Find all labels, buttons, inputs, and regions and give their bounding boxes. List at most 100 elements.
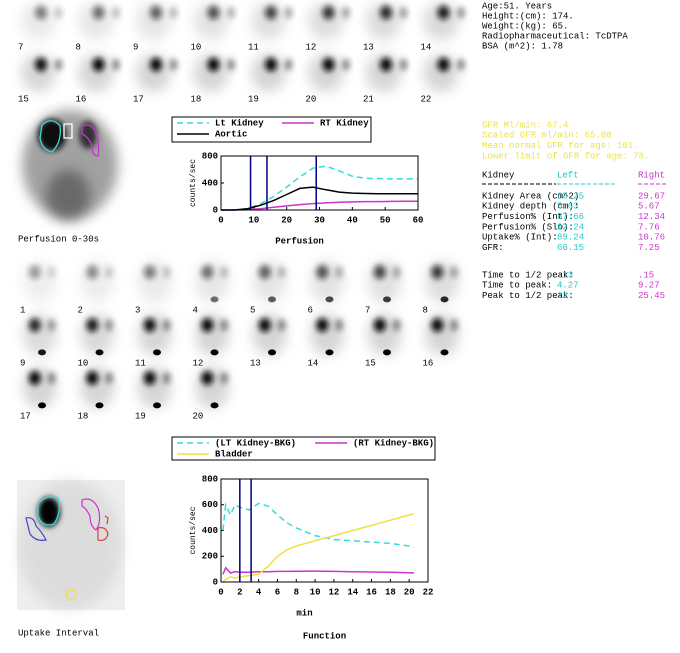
frame-image <box>193 2 235 40</box>
x-tick-label: 60 <box>413 215 424 225</box>
table-cell: Perfusion% (Slo): <box>482 222 574 232</box>
uptake-image <box>17 480 125 610</box>
table-cell: 63.25 <box>557 191 584 201</box>
series-line <box>222 502 415 548</box>
frame-label: 17 <box>133 94 144 104</box>
y-tick-label: 400 <box>202 178 218 188</box>
blob <box>150 5 162 20</box>
frame-image <box>366 54 408 92</box>
blob <box>322 5 335 20</box>
blob <box>325 296 334 303</box>
frame-label: 13 <box>250 358 261 368</box>
frame-image <box>251 2 293 40</box>
x-tick-label: 0 <box>218 215 223 225</box>
blob <box>227 58 235 71</box>
blob <box>162 266 171 279</box>
blob <box>284 58 293 71</box>
frame-label: 7 <box>18 42 23 52</box>
table-cell: Kidney Area (cm^2) <box>482 191 579 201</box>
x-tick-label: 40 <box>347 215 358 225</box>
blob <box>373 265 386 280</box>
blob <box>392 266 401 279</box>
legend-label: (RT Kidney-BKG) <box>353 438 434 448</box>
blob <box>112 58 120 71</box>
series-line <box>222 566 414 575</box>
blob <box>268 296 276 303</box>
frame-label: 19 <box>135 411 146 421</box>
frame-label: 16 <box>76 94 87 104</box>
frame-label: 15 <box>365 358 376 368</box>
y-tick-label: 800 <box>202 151 218 161</box>
blob <box>308 54 344 92</box>
table-cell: Uptake% (Int): <box>482 233 558 243</box>
blob <box>28 371 41 386</box>
frame-image <box>193 54 235 92</box>
frame-label: 10 <box>78 358 89 368</box>
blob <box>316 265 329 280</box>
frame-image <box>80 366 114 409</box>
blob <box>383 349 391 356</box>
blob <box>457 58 465 71</box>
frame-image <box>195 260 229 303</box>
plot-frame <box>220 478 429 583</box>
frame-image <box>21 54 63 92</box>
table-cell: .15 <box>638 270 654 280</box>
table-cell: 29.67 <box>638 191 665 201</box>
frame-label: 20 <box>193 411 204 421</box>
y-tick-label: 0 <box>213 205 218 215</box>
frame-label: 8 <box>423 305 428 315</box>
blob <box>47 372 56 385</box>
frame-image <box>22 313 57 356</box>
frame-image <box>22 260 57 303</box>
frame-image <box>251 54 293 92</box>
table-cell: 9.27 <box>638 281 660 291</box>
blob <box>342 58 350 71</box>
blob <box>210 296 219 303</box>
blob <box>440 296 449 303</box>
frame-label: 2 <box>78 305 83 315</box>
blob <box>277 266 286 279</box>
table-cell: 4.27 <box>557 281 579 291</box>
table-cell: .13 <box>557 270 573 280</box>
x-tick-label: 8 <box>294 587 299 597</box>
frame-image <box>80 313 114 356</box>
blob <box>35 5 47 20</box>
frame-image <box>80 260 114 303</box>
table-cell: 12. <box>557 291 573 301</box>
blob <box>210 402 219 409</box>
blob <box>316 318 329 333</box>
frame-image <box>308 54 350 92</box>
perfusion-image <box>17 110 125 225</box>
blob <box>380 57 392 72</box>
patient-info: Age:51. Years <box>482 1 552 11</box>
image-caption: Perfusion 0-30s <box>18 234 99 244</box>
gfr-summary: Lower limit of GFR for age: 78. <box>482 151 649 161</box>
blob <box>437 57 450 72</box>
frame-label: 18 <box>78 411 89 421</box>
blob <box>431 318 444 333</box>
frame-label: 3 <box>135 305 140 315</box>
table-cell: 5.63 <box>557 202 579 212</box>
frame-label: 16 <box>423 358 434 368</box>
frame-image <box>425 313 459 356</box>
frame-image <box>195 366 229 409</box>
blob <box>335 266 344 279</box>
legend-label: Aortic <box>215 129 247 139</box>
legend-box <box>171 116 372 143</box>
blob <box>265 57 277 72</box>
table-cell: 10.76 <box>638 233 665 243</box>
y-tick-label: 200 <box>202 552 218 562</box>
table-cell: 7.25 <box>638 243 660 253</box>
patient-info: Weight:(kg): 65. <box>482 21 568 31</box>
x-tick-label: 12 <box>329 587 340 597</box>
frame-label: 11 <box>135 358 146 368</box>
blob <box>423 54 459 92</box>
y-tick-label: 400 <box>202 526 218 536</box>
x-tick-label: 14 <box>347 587 358 597</box>
legend-label: Lt Kidney <box>215 118 264 128</box>
y-axis-label: counts/sec <box>189 159 198 207</box>
blob <box>35 57 47 72</box>
blob <box>136 2 171 40</box>
x-tick-label: 2 <box>237 587 242 597</box>
frame-label: 8 <box>76 42 81 52</box>
